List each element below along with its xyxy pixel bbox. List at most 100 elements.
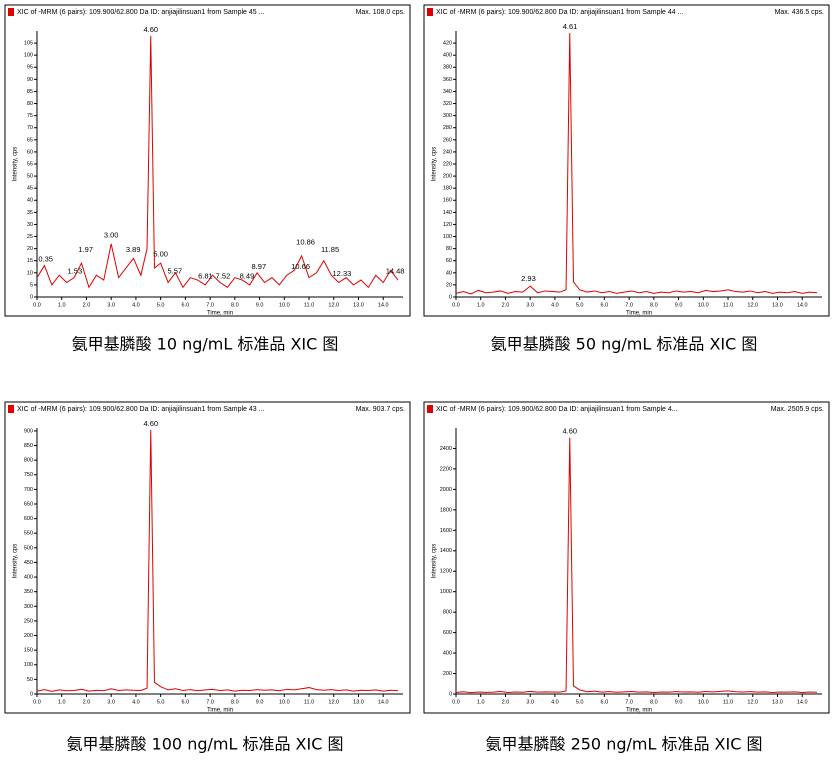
peak-label: 3.89	[126, 245, 141, 254]
peak-label: 2.93	[521, 274, 536, 283]
max-label: Max. 108.0 cps.	[356, 9, 405, 16]
trace	[455, 33, 818, 295]
trace	[36, 35, 399, 289]
x-tick-label: 12.0	[328, 699, 339, 705]
y-tick-label: 0	[30, 691, 33, 697]
x-tick-label: 0.0	[33, 699, 41, 705]
x-tick-label: 6.0	[601, 699, 609, 705]
peak-label: 1.53	[68, 267, 83, 276]
panel: XIC of -MRM (6 pairs): 109.900/62.800 Da…	[4, 4, 411, 317]
x-tick-label: 3.0	[526, 699, 534, 705]
y-tick-label: 20	[446, 282, 452, 288]
y-axis-label: Intensity, cps	[432, 147, 438, 182]
x-tick-label: 7.0	[625, 302, 633, 308]
y-tick-label: 420	[443, 41, 452, 47]
y-tick-label: 55	[27, 161, 33, 167]
panel-frame	[4, 401, 411, 714]
x-tick-label: 7.0	[206, 699, 214, 705]
x-tick-label: 8.0	[231, 302, 239, 308]
y-tick-label: 360	[443, 77, 452, 83]
x-tick-label: 14.0	[797, 302, 808, 308]
y-tick-label: 1600	[440, 528, 452, 534]
x-tick-label: 0.0	[452, 302, 460, 308]
x-tick-label: 4.0	[132, 699, 140, 705]
peak-label: 4.60	[143, 25, 158, 34]
x-tick-label: 13.0	[772, 699, 783, 705]
x-tick-label: 2.0	[83, 699, 91, 705]
x-tick-label: 8.0	[650, 699, 658, 705]
max-label: Max. 903.7 cps.	[356, 406, 405, 413]
peak-label: 4.61	[563, 22, 578, 31]
y-tick-label: 40	[27, 198, 33, 204]
x-tick-label: 8.0	[231, 699, 239, 705]
y-tick-label: 0	[30, 294, 33, 300]
y-tick-label: 10	[27, 270, 33, 276]
y-tick-label: 85	[27, 89, 33, 95]
panel: XIC of -MRM (6 pairs): 109.900/62.800 Da…	[423, 401, 830, 714]
y-tick-label: 25	[27, 234, 33, 240]
peak-label: 4.60	[562, 427, 577, 436]
x-axis-label: Time, min	[207, 311, 233, 317]
y-tick-label: 50	[27, 677, 33, 683]
x-tick-label: 13.0	[353, 302, 364, 308]
x-tick-label: 7.0	[625, 699, 633, 705]
trace	[36, 429, 399, 692]
x-tick-label: 9.0	[675, 302, 683, 308]
y-tick-label: 100	[24, 662, 33, 668]
panel-frame	[4, 4, 411, 317]
y-tick-label: 1200	[440, 569, 452, 575]
panel: XIC of -MRM (6 pairs): 109.900/62.800 Da…	[4, 401, 411, 714]
y-tick-label: 650	[24, 501, 33, 507]
x-tick-label: 11.0	[304, 699, 314, 705]
x-tick-label: 0.0	[452, 699, 460, 705]
y-tick-label: 300	[443, 113, 452, 119]
x-tick-label: 4.0	[132, 302, 140, 308]
panel-frame	[423, 4, 830, 317]
y-tick-label: 900	[24, 428, 33, 434]
x-tick-label: 2.0	[83, 302, 91, 308]
x-tick-label: 3.0	[107, 699, 115, 705]
y-tick-label: 95	[27, 65, 33, 71]
y-tick-label: 75	[27, 113, 33, 119]
y-tick-label: 850	[24, 443, 33, 449]
y-tick-label: 80	[446, 246, 452, 252]
x-tick-label: 3.0	[107, 302, 115, 308]
y-tick-label: 0	[449, 691, 452, 697]
peak-label: 11.85	[321, 245, 339, 254]
x-tick-label: 6.0	[182, 699, 190, 705]
max-label: Max. 2505.9 cps.	[771, 406, 824, 413]
x-tick-label: 5.0	[576, 302, 584, 308]
x-tick-label: 1.0	[58, 699, 66, 705]
y-axis-label: Intensity, cps	[13, 147, 19, 182]
x-tick-label: 0.0	[33, 302, 41, 308]
y-tick-label: 400	[443, 651, 452, 657]
x-tick-label: 2.0	[502, 699, 510, 705]
y-tick-label: 300	[24, 604, 33, 610]
x-axis-label: Time, min	[626, 708, 652, 714]
y-tick-label: 1400	[440, 548, 452, 554]
y-tick-label: 2200	[440, 466, 452, 472]
x-tick-label: 9.0	[256, 302, 264, 308]
y-tick-label: 50	[27, 174, 33, 180]
y-tick-label: 60	[446, 258, 452, 264]
peak-label: 6.81	[198, 271, 213, 280]
y-tick-label: 60	[27, 149, 33, 155]
y-tick-label: 400	[24, 575, 33, 581]
x-tick-label: 6.0	[182, 302, 190, 308]
max-label: Max. 436.5 cps.	[775, 9, 824, 16]
y-axis-label: Intensity, cps	[13, 544, 19, 579]
peak-label: 10.86	[296, 238, 315, 247]
y-tick-label: 15	[27, 258, 33, 264]
header: XIC of -MRM (6 pairs): 109.900/62.800 Da…	[436, 406, 678, 413]
x-tick-label: 7.0	[206, 302, 214, 308]
header: XIC of -MRM (6 pairs): 109.900/62.800 Da…	[17, 9, 265, 16]
x-tick-label: 9.0	[256, 699, 264, 705]
peak-label: 8.49	[240, 271, 255, 280]
y-tick-label: 180	[443, 186, 452, 192]
y-tick-label: 800	[24, 458, 33, 464]
caption: 氨甲基膦酸 250 ng/mL 标准品 XIC 图	[485, 735, 762, 754]
x-axis-label: Time, min	[626, 311, 652, 317]
peak-label: 1.97	[78, 245, 93, 254]
peak-label: 12.33	[333, 269, 352, 278]
